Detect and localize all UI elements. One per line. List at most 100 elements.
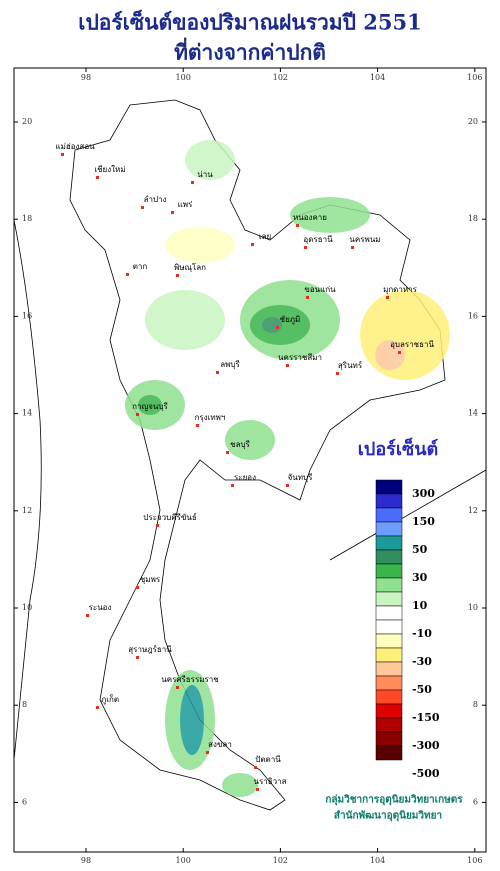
place-label: มุกดาหาร (383, 285, 418, 294)
station (351, 246, 354, 249)
legend-label: 10 (412, 599, 428, 612)
station (256, 788, 259, 791)
legend-box (375, 745, 403, 761)
legend-box (375, 661, 403, 677)
lat-label: 10 (468, 603, 478, 612)
legend-box (375, 633, 403, 649)
legend-label: 300 (412, 487, 435, 500)
place-label: ตาก (133, 262, 148, 271)
station (286, 484, 289, 487)
lon-label: 106 (467, 856, 482, 865)
station (191, 181, 194, 184)
place-label: ประจวบคีรีขันธ์ (143, 512, 197, 522)
place-label: ชัยภูมิ (280, 315, 301, 325)
place-label: กรุงเทพฯ (195, 413, 226, 422)
lon-label: 106 (467, 73, 482, 82)
legend-label: 30 (412, 571, 428, 584)
station (141, 206, 144, 209)
coastline (329, 469, 487, 561)
legend-title: เปอร์เซ็นต์ (358, 437, 438, 460)
lat-label: 16 (468, 311, 478, 320)
zone (222, 773, 258, 797)
legend-box (375, 619, 403, 635)
station (296, 224, 299, 227)
station (96, 176, 99, 179)
legend-box (375, 563, 403, 579)
place-label: ชุมพร (140, 575, 161, 584)
lon-label: 104 (370, 856, 385, 865)
lon-label: 98 (81, 856, 91, 865)
legend-label: -500 (412, 767, 440, 780)
place-label: ระนอง (89, 603, 112, 612)
place-label: กาญจนบุรี (132, 402, 168, 411)
lat-label: 6 (22, 797, 27, 806)
station (206, 751, 209, 754)
zone (138, 395, 162, 415)
lon-label: 100 (176, 73, 191, 82)
legend-box (375, 493, 403, 509)
lat-label: 10 (22, 603, 32, 612)
station (216, 371, 219, 374)
lat-label: 18 (468, 214, 478, 223)
legend-box (375, 689, 403, 705)
zone (360, 290, 450, 380)
legend-box (375, 507, 403, 523)
lat-label: 8 (473, 700, 478, 709)
station (398, 351, 401, 354)
station (336, 372, 339, 375)
lat-label: 20 (22, 117, 32, 126)
station (276, 326, 279, 329)
station (196, 424, 199, 427)
lon-label: 104 (370, 73, 385, 82)
place-label: สุราษฎร์ธานี (128, 644, 172, 654)
lat-label: 12 (468, 506, 478, 515)
place-label: นครราชสีมา (278, 353, 322, 362)
zone (165, 227, 235, 263)
legend-box (375, 521, 403, 537)
zone (145, 290, 225, 350)
zone (290, 197, 370, 233)
credit: สำนักพัฒนาอุตุนิยมวิทยา (334, 810, 442, 822)
legend-box (375, 535, 403, 551)
legend-box (375, 717, 403, 733)
station (251, 243, 254, 246)
coastline (13, 219, 42, 761)
legend-label: -300 (412, 739, 440, 752)
station (171, 211, 174, 214)
lon-label: 100 (176, 856, 191, 865)
place-label: นราธิวาส (253, 777, 286, 786)
lon-label: 102 (273, 856, 288, 865)
place-label: ขอนแก่น (304, 285, 336, 294)
place-label: นครศรีธรรมราช (161, 675, 219, 684)
station (176, 274, 179, 277)
title-line: เปอร์เซ็นต์ของปริมาณฝนรวมปี 2551 (78, 9, 421, 35)
legend-label: 150 (412, 515, 435, 528)
legend-box (375, 675, 403, 691)
lat-label: 18 (22, 214, 32, 223)
zone (180, 685, 204, 755)
lat-label: 16 (22, 311, 32, 320)
legend-box (375, 591, 403, 607)
place-label: หนองคาย (293, 213, 327, 222)
lat-label: 12 (22, 506, 32, 515)
place-label: สงขลา (208, 740, 232, 749)
lat-label: 6 (473, 797, 478, 806)
legend-box (375, 647, 403, 663)
title-line: ที่ต่างจากค่าปกติ (174, 37, 326, 65)
lat-label: 14 (468, 409, 478, 418)
legend-label: 50 (412, 543, 428, 556)
legend-box (375, 703, 403, 719)
lat-label: 14 (22, 409, 32, 418)
place-label: แม่ฮ่องสอน (55, 142, 95, 151)
rain-fill (125, 140, 450, 797)
zone (185, 140, 235, 180)
station (286, 364, 289, 367)
place-label: เลย (259, 232, 271, 241)
legend-box (375, 549, 403, 565)
station (304, 246, 307, 249)
station (386, 296, 389, 299)
zone (225, 420, 275, 460)
place-label: แพร่ (178, 200, 193, 209)
station (231, 484, 234, 487)
